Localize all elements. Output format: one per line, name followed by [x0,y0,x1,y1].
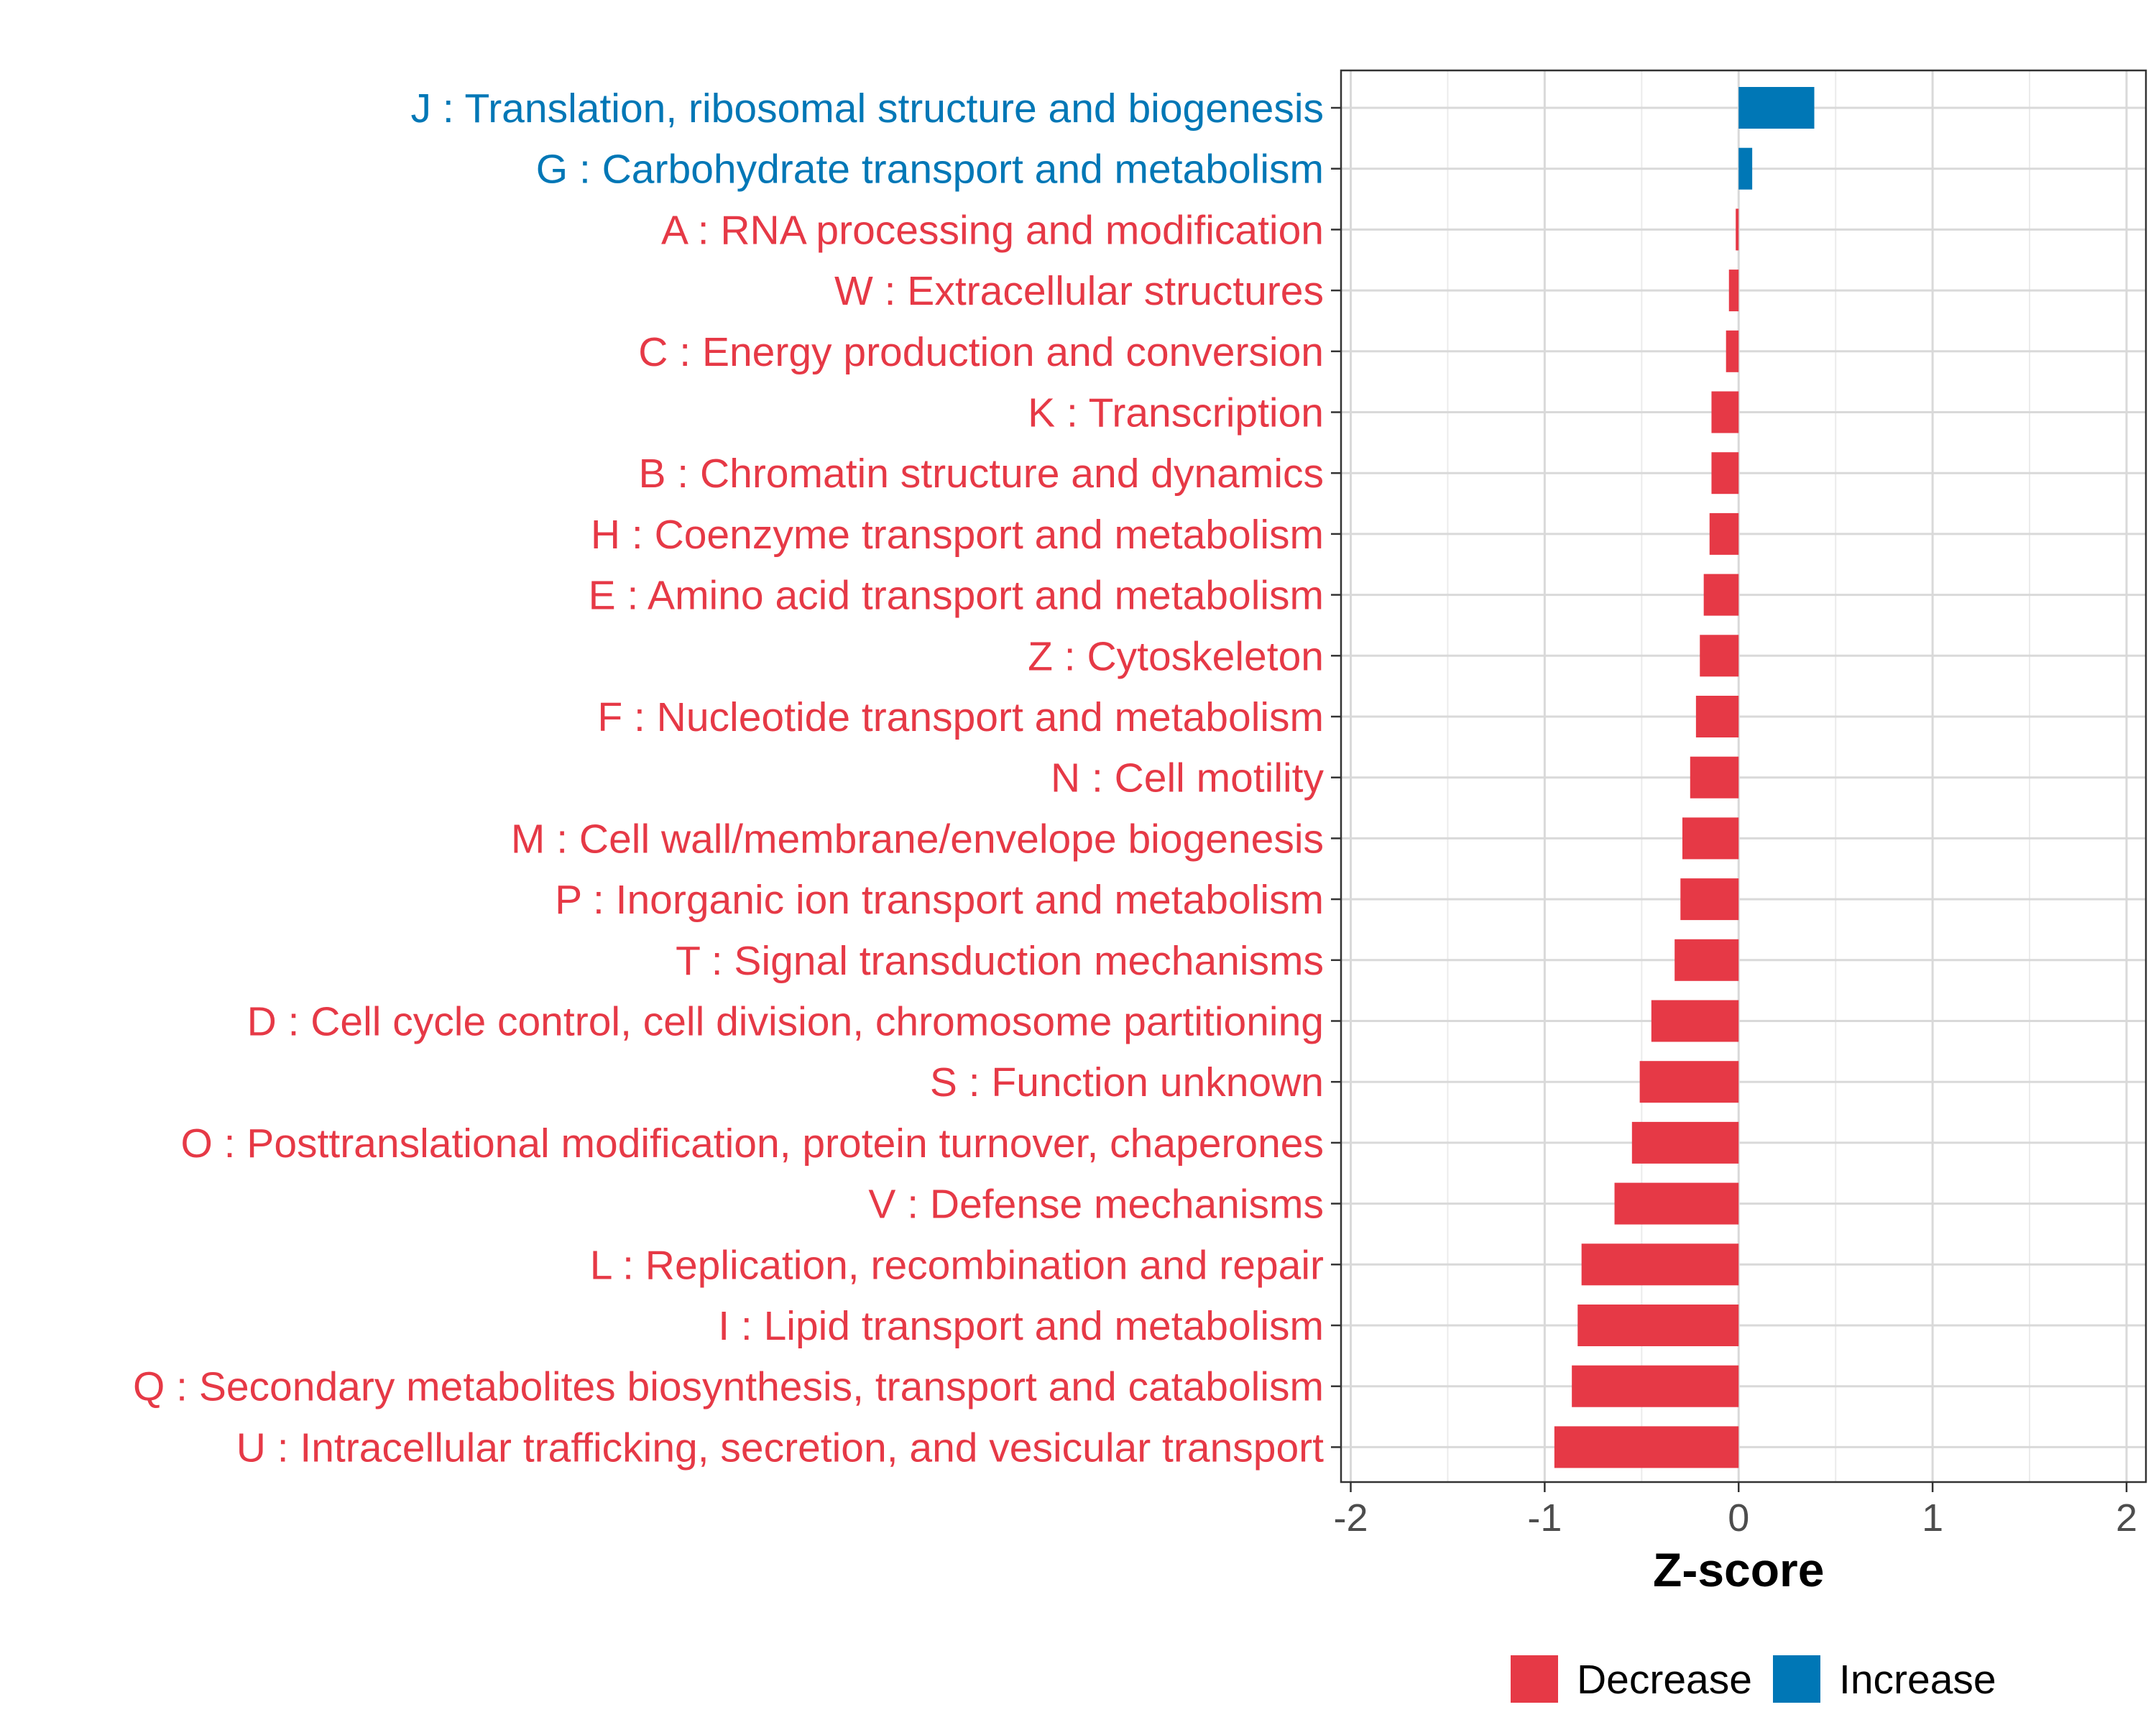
y-tick-label: U : Intracellular trafficking, secretion… [236,1425,1324,1471]
bars [1554,87,1815,1468]
y-tick-label: A : RNA processing and modification [661,207,1324,253]
x-tick-label: 0 [1728,1496,1749,1540]
bar [1572,1365,1739,1407]
x-axis-title: Z-score [1653,1543,1824,1596]
x-tick-label: -2 [1333,1496,1368,1540]
legend-label-decrease: Decrease [1577,1657,1752,1703]
plot-panel-border [1340,69,2147,1484]
bar [1700,635,1739,677]
y-tick-label: N : Cell motility [1051,755,1325,801]
y-tick-label: L : Replication, recombination and repai… [590,1242,1324,1288]
y-tick-label: K : Transcription [1028,390,1324,436]
bar [1726,330,1739,372]
bar [1736,208,1739,251]
bar [1728,270,1739,312]
bar [1577,1305,1739,1346]
y-tick-label: B : Chromatin structure and dynamics [638,451,1324,497]
y-tick-label: P : Inorganic ion transport and metaboli… [555,877,1324,923]
y-tick-label: J : Translation, ribosomal structure and… [411,86,1324,132]
y-tick-label: V : Defense mechanisms [868,1182,1324,1228]
bar [1680,878,1739,921]
bar [1695,696,1739,737]
y-axis-ticks: J : Translation, ribosomal structure and… [133,86,1341,1471]
bar [1738,87,1815,129]
x-axis-ticks: -2 -1 0 1 2 [1333,1482,2137,1540]
bar [1682,817,1739,860]
legend-label-increase: Increase [1839,1657,1996,1703]
bar [1674,939,1739,981]
x-tick-label: -1 [1527,1496,1562,1540]
bar [1614,1182,1739,1225]
y-tick-label: C : Energy production and conversion [638,329,1324,375]
bar [1709,512,1739,555]
bar [1639,1061,1739,1103]
y-tick-label: T : Signal transduction mechanisms [676,938,1324,984]
bar [1631,1121,1739,1164]
y-tick-label: M : Cell wall/membrane/envelope biogenes… [511,816,1324,862]
bar [1581,1243,1739,1286]
bar [1554,1426,1739,1468]
y-tick-label: S : Function unknown [930,1059,1324,1105]
bar [1690,756,1739,799]
y-tick-label: Z : Cytoskeleton [1028,633,1324,679]
legend-key-increase [1773,1655,1820,1703]
y-tick-label: E : Amino acid transport and metabolism [589,573,1324,619]
bar [1738,147,1753,190]
bar [1711,391,1739,433]
y-tick-label: O : Posttranslational modification, prot… [180,1121,1324,1167]
bar [1703,574,1739,616]
x-tick-label: 1 [1922,1496,1943,1540]
y-tick-label: Q : Secondary metabolites biosynthesis, … [133,1364,1324,1410]
y-tick-label: H : Coenzyme transport and metabolism [591,512,1324,558]
y-tick-label: F : Nucleotide transport and metabolism [597,694,1324,740]
y-tick-label: W : Extracellular structures [834,268,1324,314]
bar [1651,1000,1739,1042]
y-tick-label: G : Carbohydrate transport and metabolis… [536,147,1324,193]
plot-panel [1341,70,2146,1482]
bar [1711,452,1739,494]
legend-key-decrease [1511,1655,1558,1703]
y-tick-label: I : Lipid transport and metabolism [718,1303,1324,1349]
legend: Decrease Increase [1511,1655,1996,1703]
x-tick-label: 2 [2116,1496,2137,1540]
y-tick-label: D : Cell cycle control, cell division, c… [247,999,1324,1045]
